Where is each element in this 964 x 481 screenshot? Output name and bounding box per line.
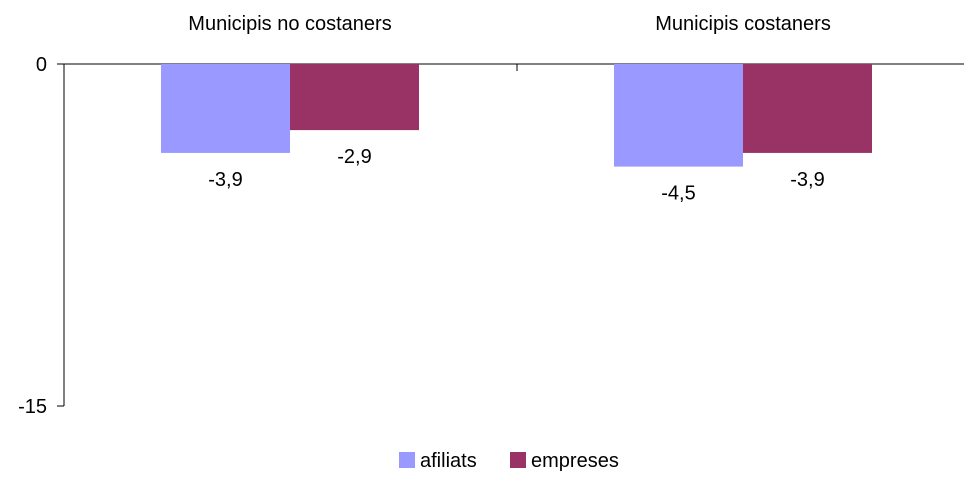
category-label: Municipis costaners bbox=[655, 13, 831, 35]
y-tick-label: 0 bbox=[36, 54, 47, 76]
legend-label-empreses: empreses bbox=[531, 450, 619, 472]
data-label: -3,9 bbox=[208, 169, 242, 191]
data-label: -3,9 bbox=[790, 169, 824, 191]
bar-empreses bbox=[290, 64, 419, 131]
data-label: -2,9 bbox=[337, 146, 371, 168]
bar-afiliats bbox=[614, 64, 743, 167]
bar-afiliats bbox=[161, 64, 290, 153]
y-tick-labels: 0 -15 bbox=[18, 54, 47, 418]
legend-label-afiliats: afiliats bbox=[420, 450, 477, 472]
legend-swatch-empreses bbox=[510, 452, 526, 468]
bar-empreses bbox=[743, 64, 872, 153]
legend-swatch-afiliats bbox=[399, 452, 415, 468]
data-labels: -3,9 -4,5 -2,9 -3,9 bbox=[208, 146, 824, 204]
data-label: -4,5 bbox=[661, 183, 695, 205]
bars bbox=[161, 64, 872, 167]
category-labels: Municipis no costaners Municipis costaner… bbox=[188, 13, 831, 35]
y-tick-label: -15 bbox=[18, 396, 47, 418]
category-label: Municipis no costaners bbox=[188, 13, 391, 35]
legend: afiliats empreses bbox=[399, 450, 619, 472]
